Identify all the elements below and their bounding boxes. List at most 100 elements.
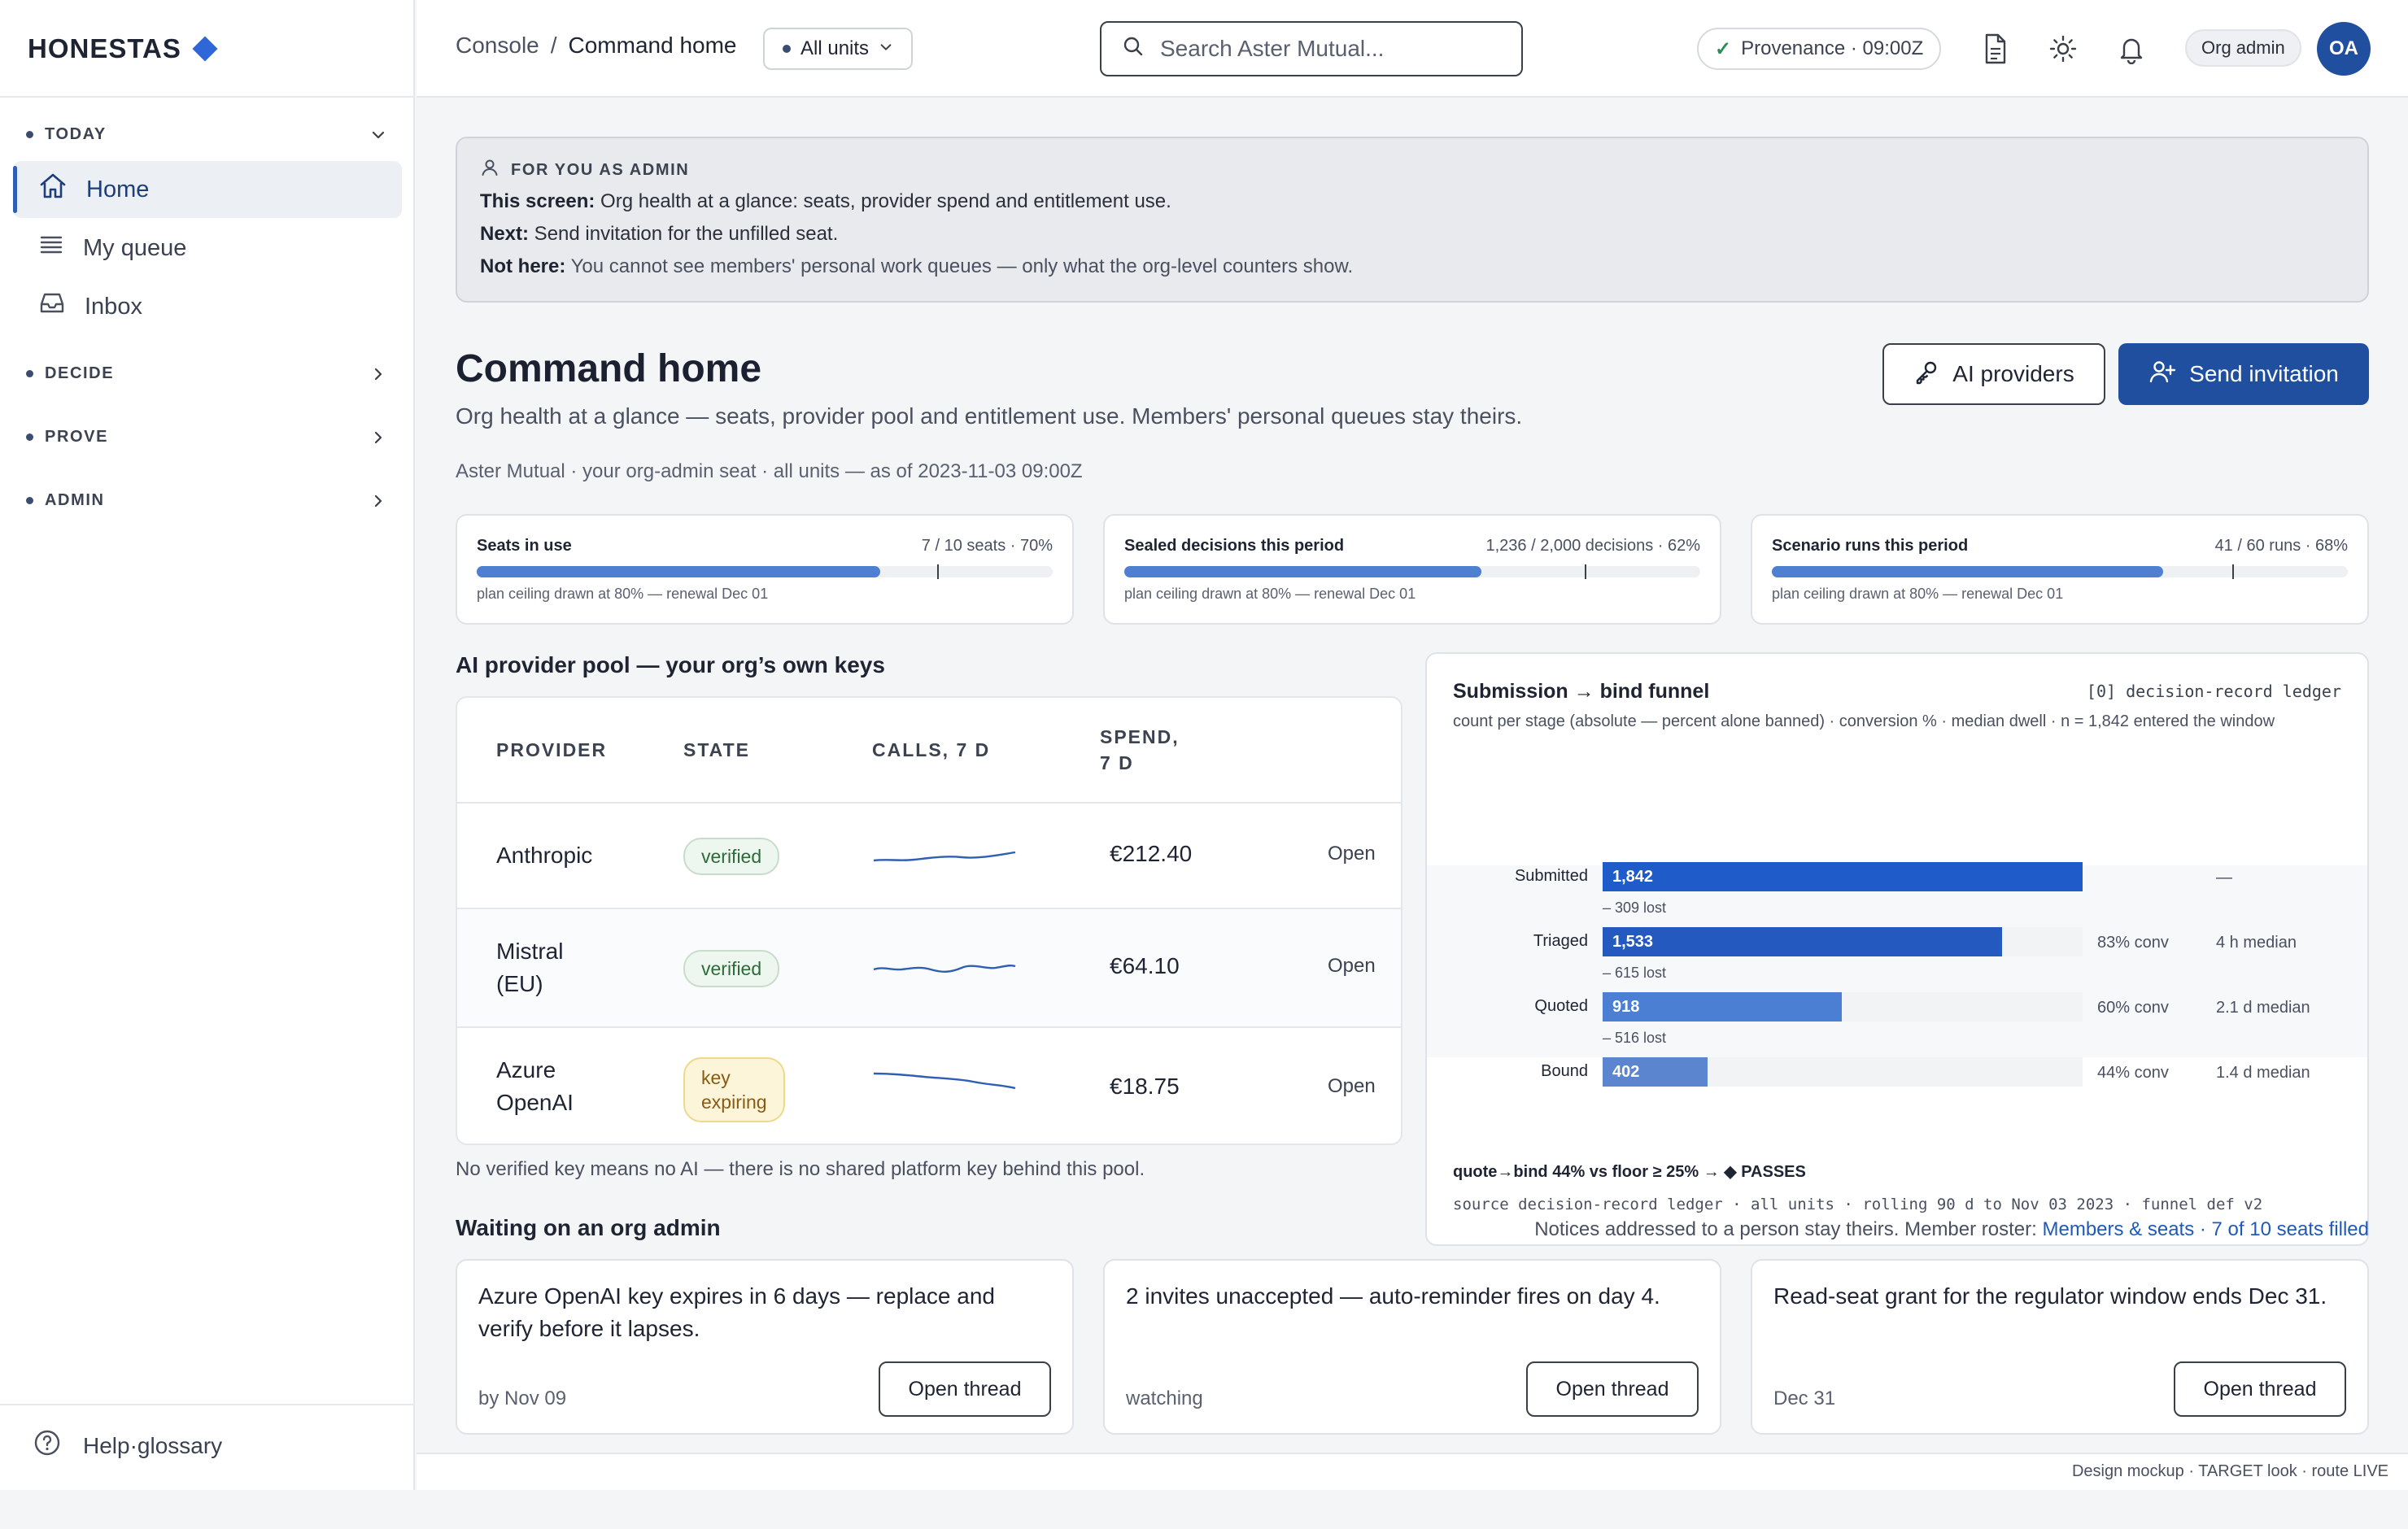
banner-label: Next:	[480, 223, 530, 245]
spend-value: €18.75	[1110, 1074, 1180, 1099]
card-text: Azure OpenAI key expires in 6 days — rep…	[478, 1283, 996, 1341]
waiting-card: Read-seat grant for the regulator window…	[1751, 1259, 2369, 1435]
banner-line-next: Next: Send invitation for the unfilled s…	[480, 223, 838, 246]
funnel-highlight-band	[1427, 865, 2367, 1057]
check-icon: ✓	[1715, 37, 1732, 60]
funnel-bar-track: 1,533	[1603, 927, 2083, 956]
kpi-progress-fill	[1772, 566, 2164, 577]
funnel-stage-label: Bound	[1541, 1062, 1588, 1080]
kpi-label: Sealed decisions this period	[1124, 537, 1345, 555]
brand-logo[interactable]: HONESTAS	[28, 33, 218, 65]
kpi-value: 1,236 / 2,000 decisions · 62%	[1485, 537, 1700, 555]
sidebar-section-admin[interactable]: ADMIN	[26, 491, 389, 510]
breadcrumb-separator: /	[550, 33, 557, 58]
provider-pool-title: AI provider pool — your org’s own keys	[456, 652, 885, 677]
funnel-source-tag: [0] decision-record ledger	[2086, 682, 2341, 701]
sidebar-item-label: My queue	[83, 234, 187, 261]
funnel-bar-track: 1,842	[1603, 862, 2083, 891]
sidebar-section-prove[interactable]: PROVE	[26, 428, 389, 447]
search-icon	[1121, 34, 1145, 64]
units-label: All units	[800, 37, 870, 59]
sidebar-item-label: Inbox	[85, 293, 142, 320]
button-label: Send invitation	[2189, 361, 2339, 386]
banner-label: Not here:	[480, 255, 566, 277]
sun-icon[interactable]	[2044, 29, 2083, 68]
units-dropdown[interactable]: All units	[763, 28, 914, 70]
provider-name: Mistral (EU)	[496, 939, 564, 996]
funnel-lost-label: – 309 lost	[1603, 900, 1667, 916]
kpi-note: plan ceiling drawn at 80% — renewal Dec …	[477, 586, 769, 602]
column-header: PROVIDER	[496, 739, 608, 760]
section-label: TODAY	[45, 125, 107, 143]
provider-table: PROVIDER STATE CALLS, 7 D SPEND, 7 D Ant…	[456, 696, 1402, 1145]
search-input[interactable]: Search Aster Mutual...	[1100, 21, 1523, 76]
breadcrumb-root[interactable]: Console	[456, 33, 539, 58]
open-thread-button[interactable]: Open thread	[879, 1361, 1051, 1417]
provider-name: Azure OpenAI	[496, 1057, 574, 1115]
help-icon	[33, 1428, 62, 1463]
kpi-value: 41 / 60 runs · 68%	[2214, 537, 2348, 555]
spend-value: €212.40	[1110, 841, 1193, 866]
send-invitation-button[interactable]: Send invitation	[2118, 343, 2369, 405]
sidebar-item-my-queue[interactable]: My queue	[13, 220, 402, 277]
role-badge[interactable]: Org admin	[2185, 29, 2301, 67]
spend-value: €64.10	[1110, 953, 1180, 978]
waiting-notice-text: Notices addressed to a person stay their…	[1534, 1218, 2043, 1240]
ai-providers-button[interactable]: AI providers	[1882, 343, 2105, 405]
funnel-lost-label: – 615 lost	[1603, 965, 1667, 981]
help-glossary-link[interactable]: Help·glossary	[33, 1428, 222, 1463]
funnel-stage-label: Triaged	[1533, 932, 1588, 950]
user-plus-icon	[2148, 359, 2176, 390]
chevron-right-icon	[368, 427, 389, 448]
open-thread-button[interactable]: Open thread	[2174, 1361, 2346, 1417]
page-title: Command home	[456, 347, 762, 390]
funnel-stage-label: Submitted	[1514, 867, 1588, 885]
admin-context-banner: FOR YOU AS ADMIN This screen: Org health…	[456, 137, 2369, 303]
sidebar-section-today[interactable]: TODAY	[26, 125, 389, 144]
user-icon	[480, 158, 499, 182]
open-link[interactable]: Open	[1328, 843, 1376, 865]
column-header: CALLS, 7 D	[872, 739, 991, 760]
kpi-progress-track	[1772, 564, 2348, 579]
calls-sparkline	[873, 851, 1016, 862]
breadcrumb: Console / Command home	[456, 33, 737, 59]
funnel-lost-label: – 516 lost	[1603, 1030, 1667, 1046]
open-thread-button[interactable]: Open thread	[1526, 1361, 1699, 1417]
table-row[interactable]: Mistral (EU) verified €64.10 Open	[457, 908, 1401, 1026]
chevron-right-icon	[368, 490, 389, 512]
kpi-progress-fill	[1124, 566, 1481, 577]
funnel-bar-track: 918	[1603, 992, 2083, 1022]
chevron-down-icon	[879, 37, 893, 60]
open-link[interactable]: Open	[1328, 1075, 1376, 1097]
funnel-bar: 1,842	[1603, 862, 2083, 891]
sidebar-divider	[0, 1404, 415, 1405]
key-icon	[1913, 359, 1939, 390]
avatar[interactable]: OA	[2317, 22, 2371, 76]
kpi-progress-track	[477, 564, 1053, 579]
funnel-description: count per stage (absolute — percent alon…	[1453, 712, 2275, 730]
table-row[interactable]: Azure OpenAI key expiring €18.75 Open	[457, 1026, 1401, 1143]
footer-text: Design mockup · TARGET look · route LIVE	[2071, 1462, 2388, 1480]
kpi-label: Scenario runs this period	[1772, 537, 1969, 555]
sidebar-section-decide[interactable]: DECIDE	[26, 364, 389, 383]
page-meta: Aster Mutual · your org-admin seat · all…	[456, 460, 1083, 482]
sidebar-item-home[interactable]: Home	[13, 161, 402, 218]
bell-icon[interactable]	[2112, 29, 2151, 68]
topbar: Console / Command home All units Search …	[417, 0, 2408, 98]
open-link[interactable]: Open	[1328, 955, 1376, 977]
provider-pool-note: No verified key means no AI — there is n…	[456, 1158, 1145, 1180]
page-subtitle: Org health at a glance — seats, provider…	[456, 403, 1523, 429]
diamond-logo-icon	[192, 36, 218, 62]
members-seats-link[interactable]: Members & seats · 7 of 10 seats filled	[2042, 1218, 2369, 1240]
status-badge: verified	[683, 950, 780, 987]
funnel-title: Submission → bind funnel	[1453, 680, 1710, 703]
table-row[interactable]: Anthropic verified €212.40 Open	[457, 802, 1401, 908]
breadcrumb-current: Command home	[568, 33, 737, 58]
sidebar-item-label: Home	[86, 176, 150, 203]
document-icon[interactable]	[1975, 29, 2014, 68]
sidebar-item-inbox[interactable]: Inbox	[13, 278, 402, 335]
chevron-right-icon	[368, 364, 389, 385]
funnel-result: quote→bind 44% vs floor ≥ 25% → ◆ PASSES	[1453, 1163, 1806, 1181]
provenance-badge[interactable]: ✓ Provenance · 09:00Z	[1697, 28, 1942, 70]
